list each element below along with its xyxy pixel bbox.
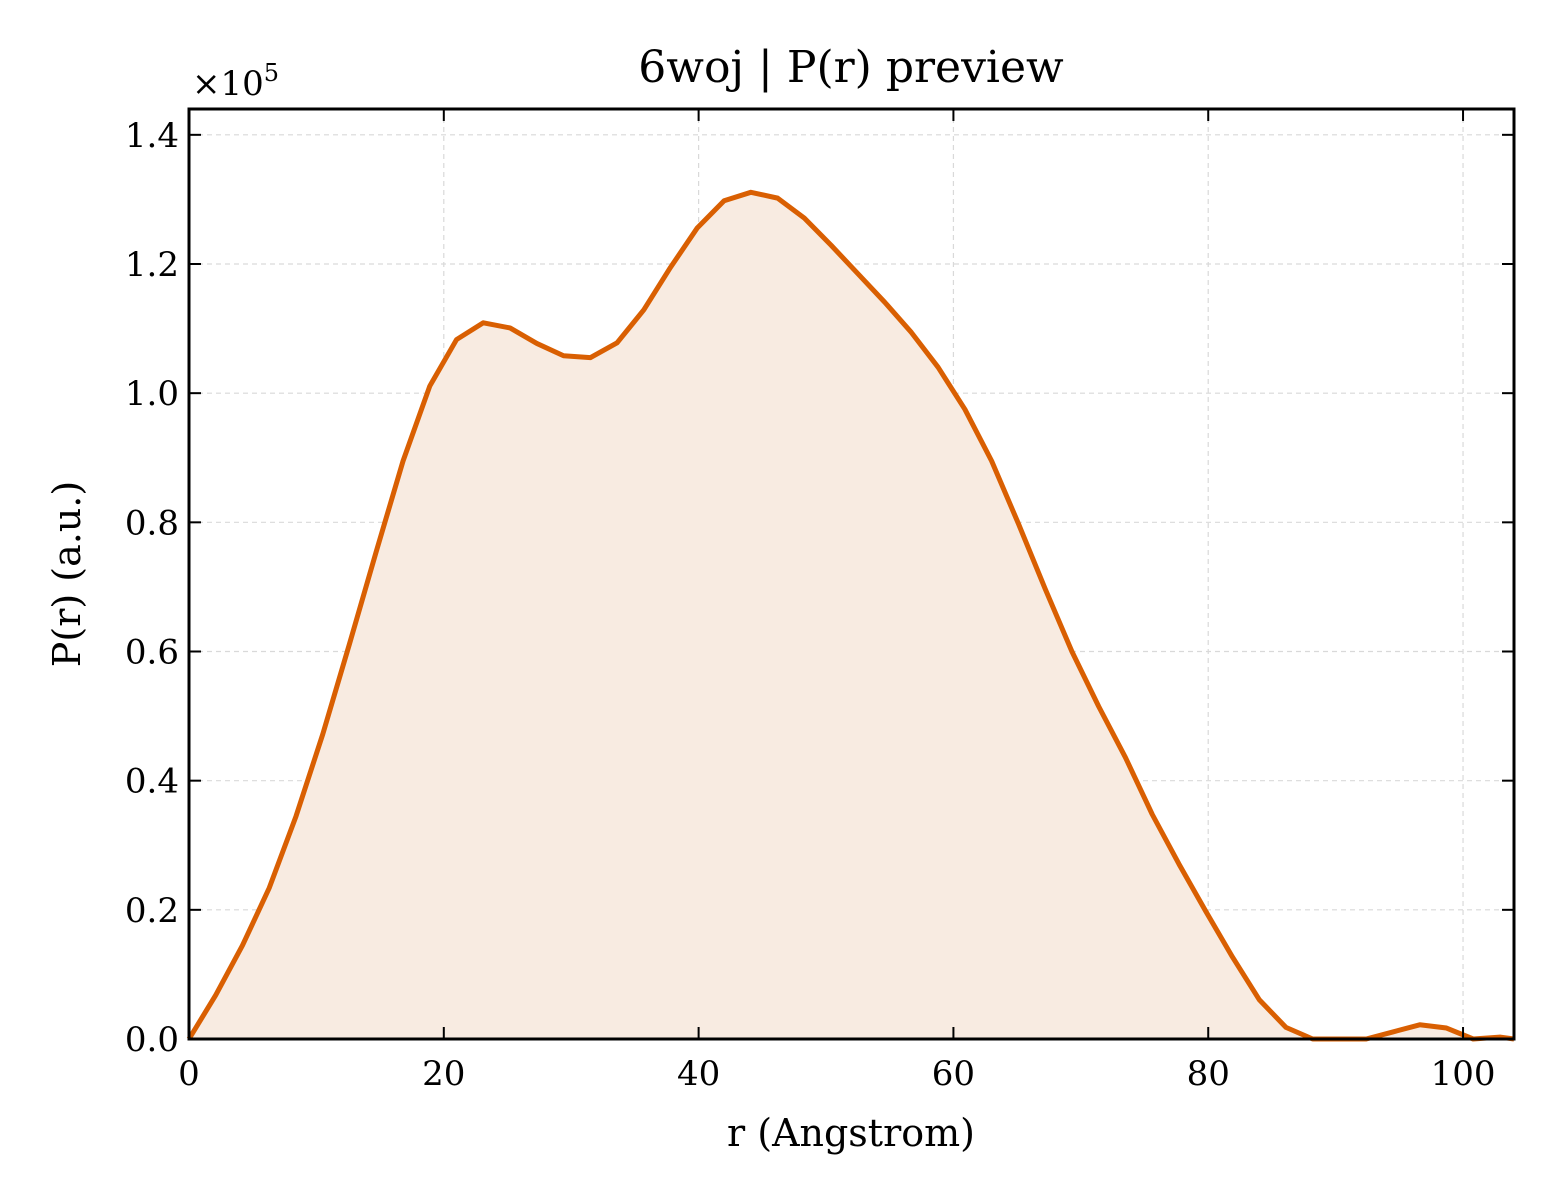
x-tick-label: 100 xyxy=(1431,1054,1496,1094)
y-axis-label: P(r) (a.u.) xyxy=(45,481,89,667)
x-axis-label: r (Angstrom) xyxy=(727,1111,975,1155)
y-tick-label: 0.4 xyxy=(125,762,179,802)
x-tick-label: 60 xyxy=(932,1054,975,1094)
y-axis-offset-text: ×105 xyxy=(192,59,279,104)
y-tick-label: 0.2 xyxy=(125,891,179,931)
y-tick-label: 1.4 xyxy=(125,116,179,156)
x-tick-label: 40 xyxy=(677,1054,720,1094)
x-tick-label: 80 xyxy=(1187,1054,1230,1094)
ticks-layer: 0 20 40 60 80 100 0.0 0.2 0.4 0.6 0.8 1.0 1.2 1.4 xyxy=(125,109,1514,1094)
x-tick-label: 0 xyxy=(178,1054,200,1094)
chart-title: 6woj | P(r) preview xyxy=(638,42,1064,93)
pr-area-fill xyxy=(189,192,1514,1039)
pr-series-line xyxy=(186,189,1515,1042)
y-tick-label: 1.0 xyxy=(125,374,179,414)
y-offset-base: ×10 xyxy=(192,64,264,104)
x-tick-label: 20 xyxy=(422,1054,465,1094)
y-offset-exponent: 5 xyxy=(264,59,279,87)
y-tick-label: 1.2 xyxy=(125,245,179,285)
y-tick-label: 0.6 xyxy=(125,633,179,673)
plot-frame xyxy=(187,107,1516,1041)
y-tick-label: 0.8 xyxy=(125,503,179,543)
y-tick-label: 0.0 xyxy=(125,1020,179,1060)
